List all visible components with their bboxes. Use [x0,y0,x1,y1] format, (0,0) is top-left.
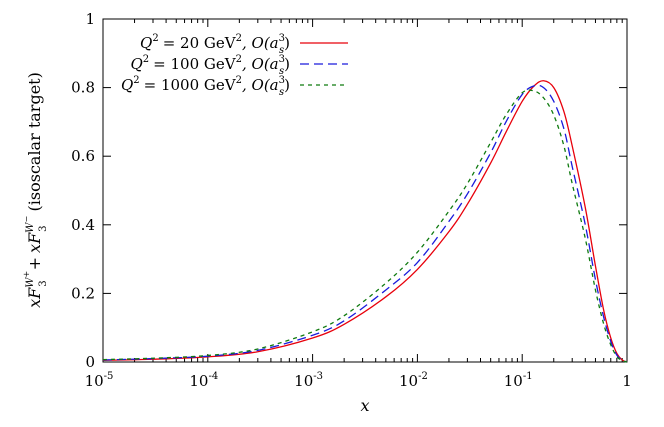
legend-label-order: , O(a [242,55,279,73]
y-tick-label: 0.2 [71,284,95,302]
y-axis-title-sup1-sign: + [22,271,31,278]
legend-label-2: Q2 = 1000 GeV2, O(a3 s) [121,75,290,98]
y-axis-title-sup2-sign: − [22,216,31,223]
legend-label-order-sub: s [279,87,284,98]
x-tick-label: 10-1 [504,371,533,390]
legend-label-close: ) [284,55,290,73]
legend-label-value: = 20 GeV [163,34,237,52]
legend: Q2 = 20 GeV2, O(a3 s)Q2 = 100 GeV2, O(a3 s)Q… [121,33,348,98]
legend-label-q-sup: 2 [152,33,158,44]
x-tick-label: 10-3 [294,371,323,390]
legend-label-q: Q [121,76,133,94]
y-tick-label: 1 [85,10,95,28]
x-tick-label-base: 10 [85,372,104,390]
x-axis-title: x [360,396,369,415]
series-line-1 [102,84,628,363]
x-tick-label-exponent: -5 [104,371,114,382]
x-tick-label-base: 10 [399,372,418,390]
legend-label-q-sup: 2 [143,54,149,65]
plot-frame [102,18,628,363]
y-axis-title-plus: + [25,257,44,270]
legend-label-close: ) [284,76,290,94]
x-tick-label-base: 10 [189,372,208,390]
legend-label-value: = 100 GeV [153,55,237,73]
legend-label-order-sub: s [279,66,284,77]
x-tick-label-exponent: -2 [418,371,428,382]
legend-label-q: Q [140,34,152,52]
x-tick-label-exponent: -1 [523,371,533,382]
y-axis: 0 0.2 0.4 0.6 0.8 1 [71,10,627,371]
series-layer [102,80,628,363]
x-tick-label-base: 10 [504,372,523,390]
x-axis: 10-5 10-4 10-3 10-2 10-1 1 [85,19,632,390]
x-tick-label-base: 1 [622,372,632,390]
y-axis-title-prefix-2: xF [25,232,44,253]
x-tick-label: 10-5 [85,371,114,390]
legend-label-order-sup: 3 [279,75,285,86]
y-tick-label: 0.8 [71,79,95,97]
x-tick-label: 1 [622,372,632,390]
x-tick-label: 10-2 [399,371,428,390]
y-axis-title-sup1: W [25,277,36,288]
y-axis-title-sub1: 3 [38,280,49,286]
y-axis-title-suffix: (isoscalar target) [25,72,44,211]
y-axis-title-sup2: W [25,222,36,233]
legend-label-value: = 1000 GeV [144,76,237,94]
x-tick-label-exponent: -3 [313,371,323,382]
legend-label-order: , O(a [242,76,279,94]
legend-label-1: Q2 = 100 GeV2, O(a3 s) [130,54,290,77]
x-tick-label-base: 10 [294,372,313,390]
series-line-0 [102,80,628,363]
y-axis-title: xFW+3+xFW−3(isoscalar target) [22,72,49,308]
series-line-2 [102,89,628,363]
y-tick-label: 0.4 [71,216,95,234]
legend-label-unit-sup: 2 [236,33,242,44]
x-tick-label-exponent: -4 [208,371,218,382]
legend-label-unit-sup: 2 [236,75,242,86]
legend-label-order-sub: s [279,45,284,56]
y-axis-title-sub2: 3 [38,225,49,231]
y-axis-title-prefix: xF [25,287,44,308]
y-tick-label: 0.6 [71,147,95,165]
legend-label-0: Q2 = 20 GeV2, O(a3 s) [140,33,290,56]
legend-label-q-sup: 2 [133,75,139,86]
legend-label-order-sup: 3 [279,54,285,65]
x-tick-label: 10-4 [189,371,218,390]
legend-label-unit-sup: 2 [236,54,242,65]
legend-label-order-sup: 3 [279,33,285,44]
y-tick-label: 0 [85,353,95,371]
legend-label-order: , O(a [242,34,279,52]
legend-label-close: ) [284,34,290,52]
legend-label-q: Q [130,55,142,73]
